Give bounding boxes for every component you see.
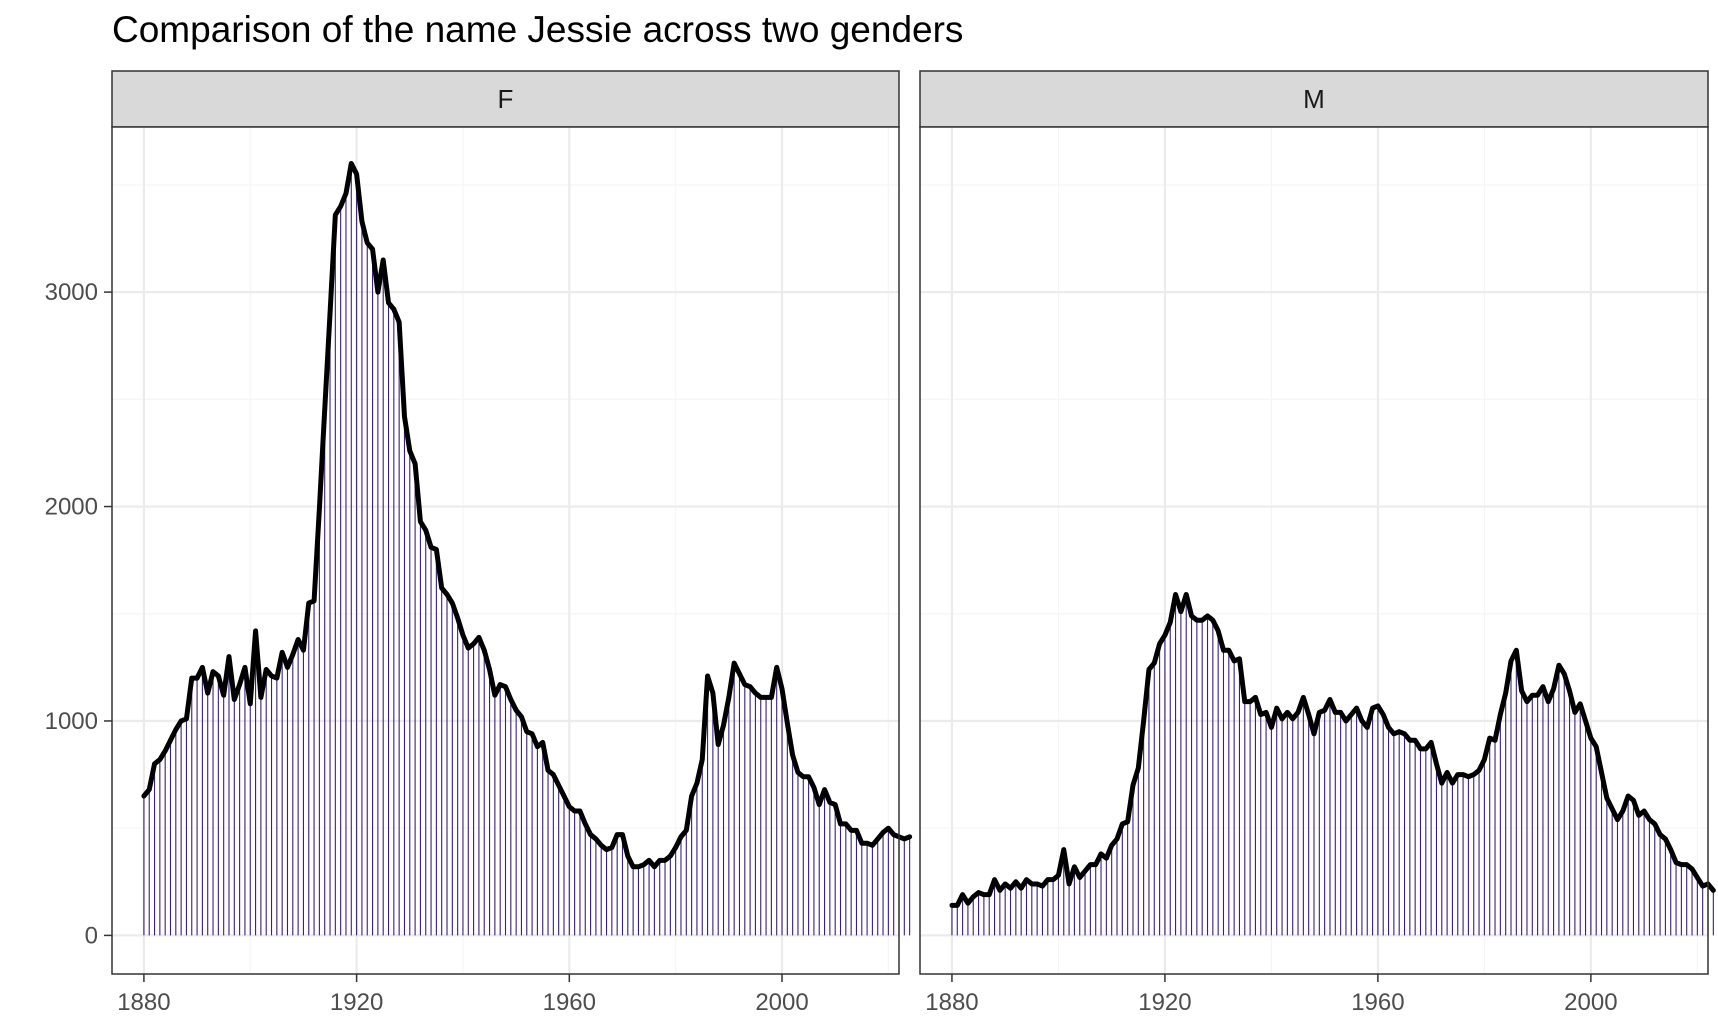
x-tick-label: 1880 [117, 989, 170, 1016]
x-tick-label: 1920 [330, 989, 383, 1016]
panel-border [919, 126, 1709, 975]
facet-strip [111, 70, 900, 128]
x-tick-label: 1880 [925, 989, 978, 1016]
x-tick-label: 2000 [755, 989, 808, 1016]
trend-line [141, 160, 913, 870]
bar-series [143, 163, 911, 936]
facet-strip [919, 70, 1709, 128]
x-tick-label: 2000 [1564, 989, 1617, 1016]
facet-panels: F 1880 1920 1960 2000 0 1000 2000 3000 M 1880 1920 1… [45, 70, 1716, 1016]
chart-title: Comparison of the name Jessie across two… [112, 9, 963, 50]
y-tick-label: 2000 [45, 494, 98, 521]
y-tick-label: 1000 [45, 708, 98, 735]
x-tick-label: 1960 [543, 989, 596, 1016]
y-tick-label: 3000 [45, 279, 98, 306]
facet-strip-label: F [498, 84, 514, 114]
trend-line [949, 591, 1716, 908]
facet-panel-m: M 1880 1920 1960 2000 [919, 70, 1716, 1016]
bar-series [951, 594, 1714, 936]
facet-strip-label: M [1303, 84, 1325, 114]
facet-panel-f: F 1880 1920 1960 2000 0 1000 2000 3000 [45, 70, 913, 1016]
y-tick-label: 0 [85, 922, 98, 949]
x-tick-label: 1960 [1351, 989, 1404, 1016]
x-tick-label: 1920 [1138, 989, 1191, 1016]
panel-border [111, 126, 900, 975]
